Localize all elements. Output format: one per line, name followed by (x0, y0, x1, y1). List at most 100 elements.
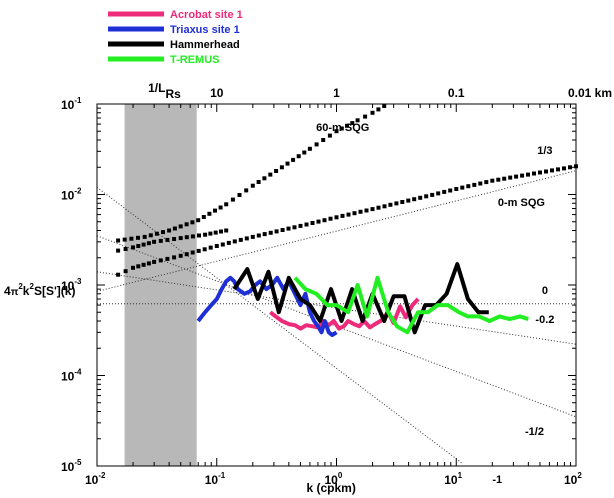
model-point (232, 239, 237, 244)
model-point (364, 208, 369, 213)
x-tick-labels: 10-2 10-1 100 101 102 (85, 471, 582, 487)
model-point (116, 248, 121, 253)
model-point (190, 234, 195, 239)
model-point (172, 237, 177, 241)
model-point (268, 230, 273, 235)
model-point (244, 188, 249, 193)
model-point (340, 213, 345, 218)
model-point (152, 239, 157, 244)
model-point (214, 244, 219, 248)
model-point (148, 233, 153, 238)
model-point (167, 228, 172, 233)
model-point (219, 229, 223, 234)
model-point (203, 232, 208, 237)
model-point (279, 165, 284, 170)
y-axis-label: 4π2k2S[S'](k) (4, 282, 75, 298)
top-axis-label: 1 (333, 86, 340, 100)
model-point (136, 235, 140, 240)
model-point (314, 142, 319, 147)
model-point (334, 215, 339, 220)
model-point (237, 193, 242, 197)
model-point (165, 256, 170, 261)
model-point (141, 242, 146, 247)
model-point (316, 219, 321, 224)
y-tick-label: 10-4 (61, 368, 82, 384)
model-point (226, 240, 231, 245)
model-point (292, 225, 297, 230)
y-tick-label: 10-5 (61, 458, 82, 474)
model-point (220, 242, 225, 247)
axis-ticks (96, 104, 576, 467)
legend-label: Hammerhead (170, 39, 240, 51)
model-point (268, 172, 273, 177)
model-point (328, 216, 333, 221)
model-point (262, 176, 267, 181)
model-point (158, 258, 163, 263)
slope-label: -1 (492, 474, 502, 486)
model-point (388, 202, 393, 207)
model-point (321, 138, 326, 142)
model-point (213, 230, 218, 235)
top-axis-label: 0.1 (448, 86, 465, 100)
model-point (152, 259, 157, 264)
model-point (520, 173, 525, 178)
model-point (274, 169, 279, 173)
model-point (230, 197, 235, 202)
slope-label: 1/3 (537, 145, 552, 157)
model-point (196, 248, 201, 253)
legend-label: Triaxus site 1 (170, 24, 240, 36)
model-point (478, 181, 483, 186)
model-point (345, 123, 349, 128)
model-point (224, 202, 229, 207)
model-point (213, 208, 217, 213)
model-point (370, 207, 375, 212)
model-point (184, 235, 189, 240)
model-point (250, 234, 255, 239)
slope-line-3 (96, 235, 577, 418)
x-tick-label: 101 (444, 471, 462, 487)
model-point (302, 150, 307, 155)
model-point (412, 197, 417, 202)
model-point (400, 200, 405, 204)
rossby-label: 1/LRs (148, 81, 181, 101)
model-point (382, 104, 387, 108)
model-point (178, 253, 183, 258)
slope-label: 0 (542, 285, 548, 297)
model-point (116, 272, 121, 277)
model-point (350, 121, 355, 126)
slope-line-4 (96, 186, 463, 464)
model-point (490, 178, 495, 183)
model-point (454, 187, 459, 191)
model-point (307, 146, 312, 151)
top-axis-labels: 10 1 0.1 0.01 km 1/LRs (148, 81, 612, 101)
model-point (274, 229, 279, 234)
model-point (296, 154, 301, 159)
series-line-hammerhead (232, 262, 489, 335)
model-label: 60-m SQG (316, 122, 369, 134)
model-point (484, 180, 489, 185)
model-point (190, 220, 195, 225)
x-tick-label: 100 (325, 471, 343, 487)
model-point (508, 175, 513, 180)
x-tick-label: 10-2 (85, 471, 106, 487)
model-point (262, 232, 267, 237)
model-point (208, 245, 213, 250)
model-point (358, 209, 363, 214)
model-point (502, 176, 507, 181)
model-point (430, 192, 435, 197)
model-point (286, 226, 291, 231)
model-point (123, 269, 128, 274)
data-series (196, 262, 529, 337)
model-point (172, 226, 177, 231)
model-point (131, 245, 135, 250)
model-point (178, 236, 183, 241)
model-point (161, 230, 165, 235)
model-point (142, 234, 147, 239)
model-point (436, 191, 441, 196)
model-point (158, 238, 163, 243)
model-point (304, 222, 309, 227)
model-point (136, 264, 141, 269)
model-point (285, 161, 290, 166)
slope-line-0 (96, 170, 577, 292)
